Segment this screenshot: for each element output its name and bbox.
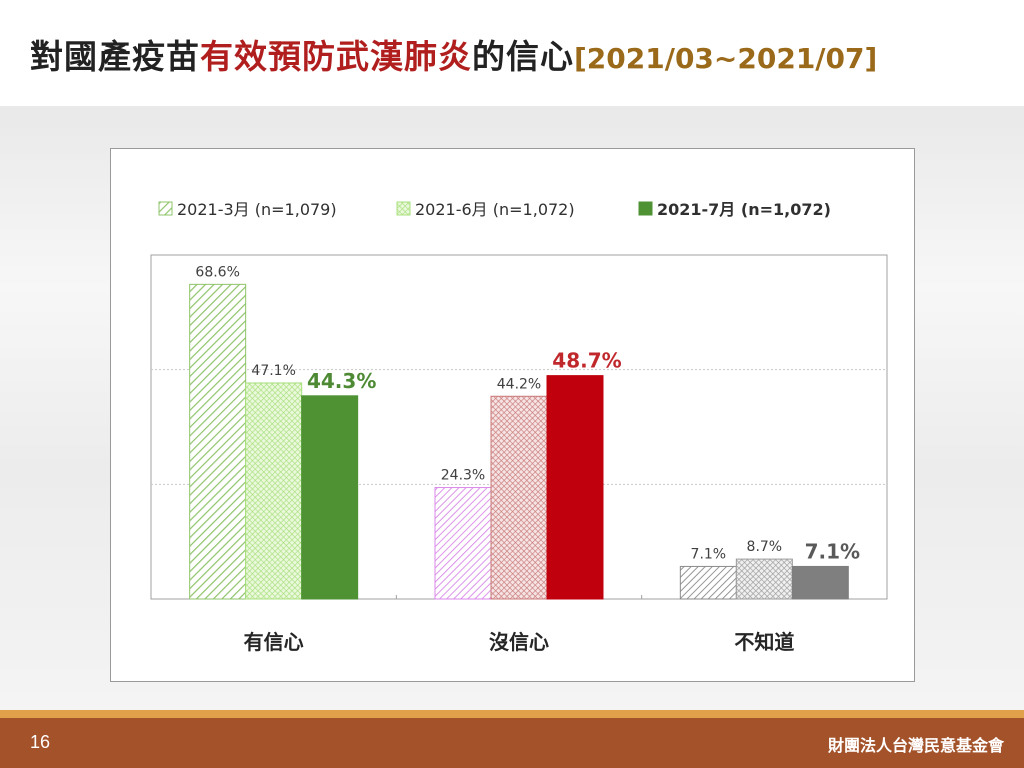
slide-title: 對國產疫苗有效預防武漢肺炎的信心[2021/03~2021/07] [30, 30, 877, 78]
bar-value-label: 68.6% [195, 264, 239, 280]
bar-value-label: 44.3% [307, 369, 376, 393]
bar [679, 565, 737, 600]
legend-swatch [638, 201, 653, 216]
bar [189, 283, 247, 600]
legend-swatch [396, 201, 411, 216]
bar [301, 395, 359, 600]
category-label: 不知道 [734, 630, 794, 654]
title-part-2: 有效預防武漢肺炎 [200, 37, 472, 76]
title-bar: 對國產疫苗有效預防武漢肺炎的信心[2021/03~2021/07] [0, 0, 1024, 106]
bar-value-label: 44.2% [497, 376, 541, 392]
legend-swatch [158, 201, 173, 216]
title-period: [2021/03~2021/07] [574, 42, 878, 75]
chart-panel: 68.6% 47.1% 44.3% 有信心 24.3% 44.2% 48.7% 沒信心 7.1%… [110, 148, 915, 682]
bar [434, 487, 492, 600]
legend-label: 2021-3月 (n=1,079) [177, 200, 337, 219]
footer-bar: 16 財團法人台灣民意基金會 [0, 718, 1024, 768]
bar-chart: 68.6% 47.1% 44.3% 有信心 24.3% 44.2% 48.7% 沒信心 7.1%… [150, 200, 888, 654]
bar [245, 382, 303, 600]
bar [490, 395, 548, 600]
organization-name: 財團法人台灣民意基金會 [827, 736, 1004, 755]
title-part-3: 的信心 [472, 37, 574, 76]
bar-value-label: 7.1% [805, 539, 860, 563]
footer-stripe [0, 710, 1024, 718]
title-part-1: 對國產疫苗 [30, 37, 200, 76]
page-number: 16 [30, 732, 51, 752]
bar-value-label: 47.1% [251, 363, 295, 379]
category-label: 沒信心 [489, 630, 549, 654]
legend-label: 2021-7月 (n=1,072) [657, 200, 831, 219]
legend-label: 2021-6月 (n=1,072) [415, 200, 575, 219]
bar-value-label: 24.3% [441, 468, 485, 484]
bar-value-label: 7.1% [691, 546, 727, 562]
bar [791, 565, 849, 600]
bar [546, 375, 604, 600]
bar-value-label: 8.7% [747, 539, 783, 555]
bar-value-label: 48.7% [552, 349, 621, 373]
bar [735, 558, 793, 600]
category-label: 有信心 [244, 630, 304, 654]
